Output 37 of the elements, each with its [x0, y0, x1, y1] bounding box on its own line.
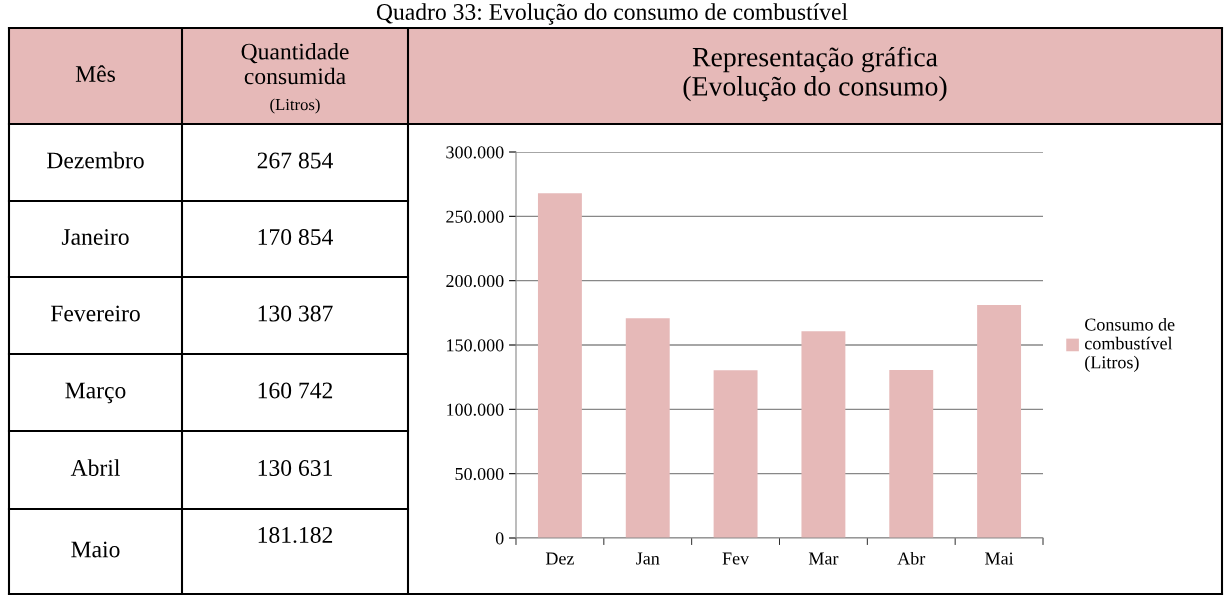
chart-title: Quadro 33: Evolução do consumo de combustível: [376, 3, 848, 25]
x-tick-label: Mar: [808, 552, 839, 565]
text: Janeiro: [61, 229, 129, 245]
bar: [977, 304, 1022, 538]
y-tick-label: 250.000: [446, 210, 504, 223]
y-tick-label: 50.000: [455, 467, 504, 481]
bar: [713, 370, 758, 538]
text: Dezembro: [47, 151, 144, 169]
text: Fevereiro: [50, 305, 140, 322]
text: 267 854: [257, 152, 333, 169]
x-tick-label: Jan: [636, 552, 660, 565]
text: 130 387: [258, 305, 333, 322]
text: Mês: [75, 65, 115, 82]
x-tick-label: Mai: [985, 552, 1014, 565]
bar: [625, 318, 670, 538]
x-tick-label: Fev: [722, 552, 750, 565]
bar: [889, 369, 934, 538]
y-tick-label: 200.000: [446, 274, 504, 288]
text: 181.182: [258, 526, 333, 544]
text: 130 631: [258, 459, 332, 476]
text: (Litros): [270, 98, 320, 114]
y-tick-label: 150.000: [447, 339, 504, 352]
x-tick-label: Abr: [897, 551, 926, 565]
y-tick-label: 300.000: [446, 146, 504, 159]
y-tick-label: 0: [495, 532, 504, 545]
text: Representação gráfica (Evolução do consumo): [683, 46, 947, 102]
text: Quantidade consumida: [241, 42, 349, 85]
legend-label: Consumo de combustível (Litros): [1084, 317, 1175, 373]
y-tick-label: 100.000: [447, 403, 504, 416]
text: Março: [65, 382, 126, 404]
bar: [537, 193, 582, 538]
text: 160 742: [258, 382, 333, 399]
text: Abril: [70, 459, 120, 476]
text: 170 854: [258, 228, 333, 245]
bar: [801, 331, 846, 538]
x-tick-label: Dez: [545, 552, 574, 565]
text: Maio: [71, 541, 120, 558]
